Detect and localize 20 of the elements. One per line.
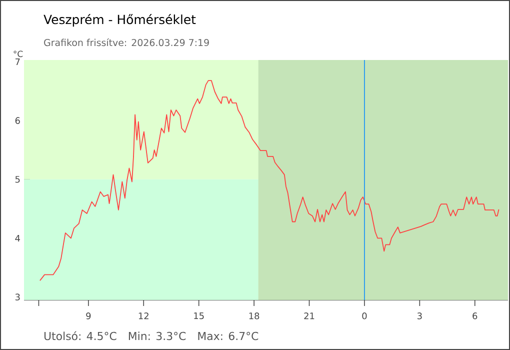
text: Utolsó: 4.5°C <box>44 331 116 340</box>
x-tick-label: 21 <box>304 312 314 320</box>
x-tick-label: 18 <box>249 312 260 320</box>
y-tick-label: 7 <box>16 58 20 66</box>
y-tick-label: 5 <box>15 176 20 183</box>
y-tick-label: 6 <box>15 117 20 124</box>
line-series <box>40 80 500 282</box>
y-axis-title: °C <box>14 50 23 58</box>
x-tick-label: 3 <box>418 312 422 320</box>
chart-title: Veszprém - Hőmérséklet <box>44 14 196 27</box>
x-tick-label: 15 <box>194 312 204 320</box>
chart-subtitle: Grafikon frissítve: 2026.03.29 7:19 <box>44 38 209 46</box>
y-tick-label: 4 <box>15 234 20 242</box>
x-tick-label: 0 <box>362 312 367 320</box>
text: Min: 3.3°C <box>128 332 186 340</box>
x-tick-label: 9 <box>86 312 91 320</box>
x-tick-label: 6 <box>472 312 478 320</box>
y-tick-label: 3 <box>15 294 20 300</box>
x-tick-label: 12 <box>138 312 148 320</box>
text: Max: 6.7°C <box>198 332 258 340</box>
